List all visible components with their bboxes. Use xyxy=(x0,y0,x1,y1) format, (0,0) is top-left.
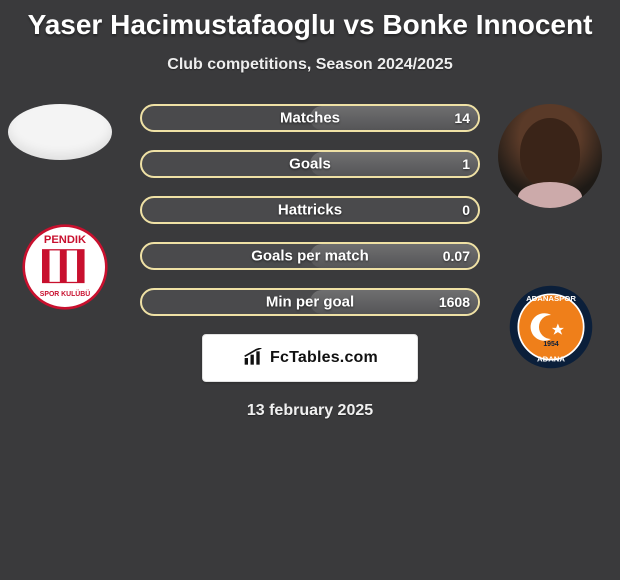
stat-bar-fill-right xyxy=(310,244,478,268)
stat-row: Min per goal1608 xyxy=(140,288,480,316)
stat-bar-fill-right xyxy=(310,290,478,314)
stat-row: Goals per match0.07 xyxy=(140,242,480,270)
stat-row: Hattricks0 xyxy=(140,196,480,224)
club-left-label: PENDIK xyxy=(44,234,86,246)
stat-bar-track xyxy=(140,150,480,178)
stat-bar-fill-right xyxy=(310,106,478,130)
stat-bar-fill-right xyxy=(310,152,478,176)
stat-bar-track xyxy=(140,196,480,224)
club-right-year: 1954 xyxy=(543,341,558,348)
stat-bar-track xyxy=(140,288,480,316)
date-text: 13 february 2025 xyxy=(0,402,620,420)
stat-row: Matches14 xyxy=(140,104,480,132)
stat-bar-track xyxy=(140,104,480,132)
club-left-badge: PENDIK SPOR KULÜBÜ xyxy=(22,224,108,310)
chart-icon xyxy=(242,348,264,368)
club-right-badge: ADANASPOR 1954 ADANA xyxy=(508,284,594,370)
player-right-portrait xyxy=(498,104,602,208)
comparison-stage: PENDIK SPOR KULÜBÜ ADANASPOR 1954 ADANA … xyxy=(0,104,620,420)
brand-text: FcTables.com xyxy=(270,349,378,367)
page-title: Yaser Hacimustafaoglu vs Bonke Innocent xyxy=(0,0,620,42)
club-right-sublabel: ADANA xyxy=(537,354,565,363)
club-left-sublabel: SPOR KULÜBÜ xyxy=(40,289,90,298)
stat-bar-track xyxy=(140,242,480,270)
brand-box: FcTables.com xyxy=(202,334,418,382)
page-subtitle: Club competitions, Season 2024/2025 xyxy=(0,56,620,74)
club-right-label: ADANASPOR xyxy=(526,294,576,303)
stat-row: Goals1 xyxy=(140,150,480,178)
player-left-portrait xyxy=(8,104,112,160)
stat-bars: Matches14 Goals1 Hattricks0 Goals per match… xyxy=(140,104,480,316)
